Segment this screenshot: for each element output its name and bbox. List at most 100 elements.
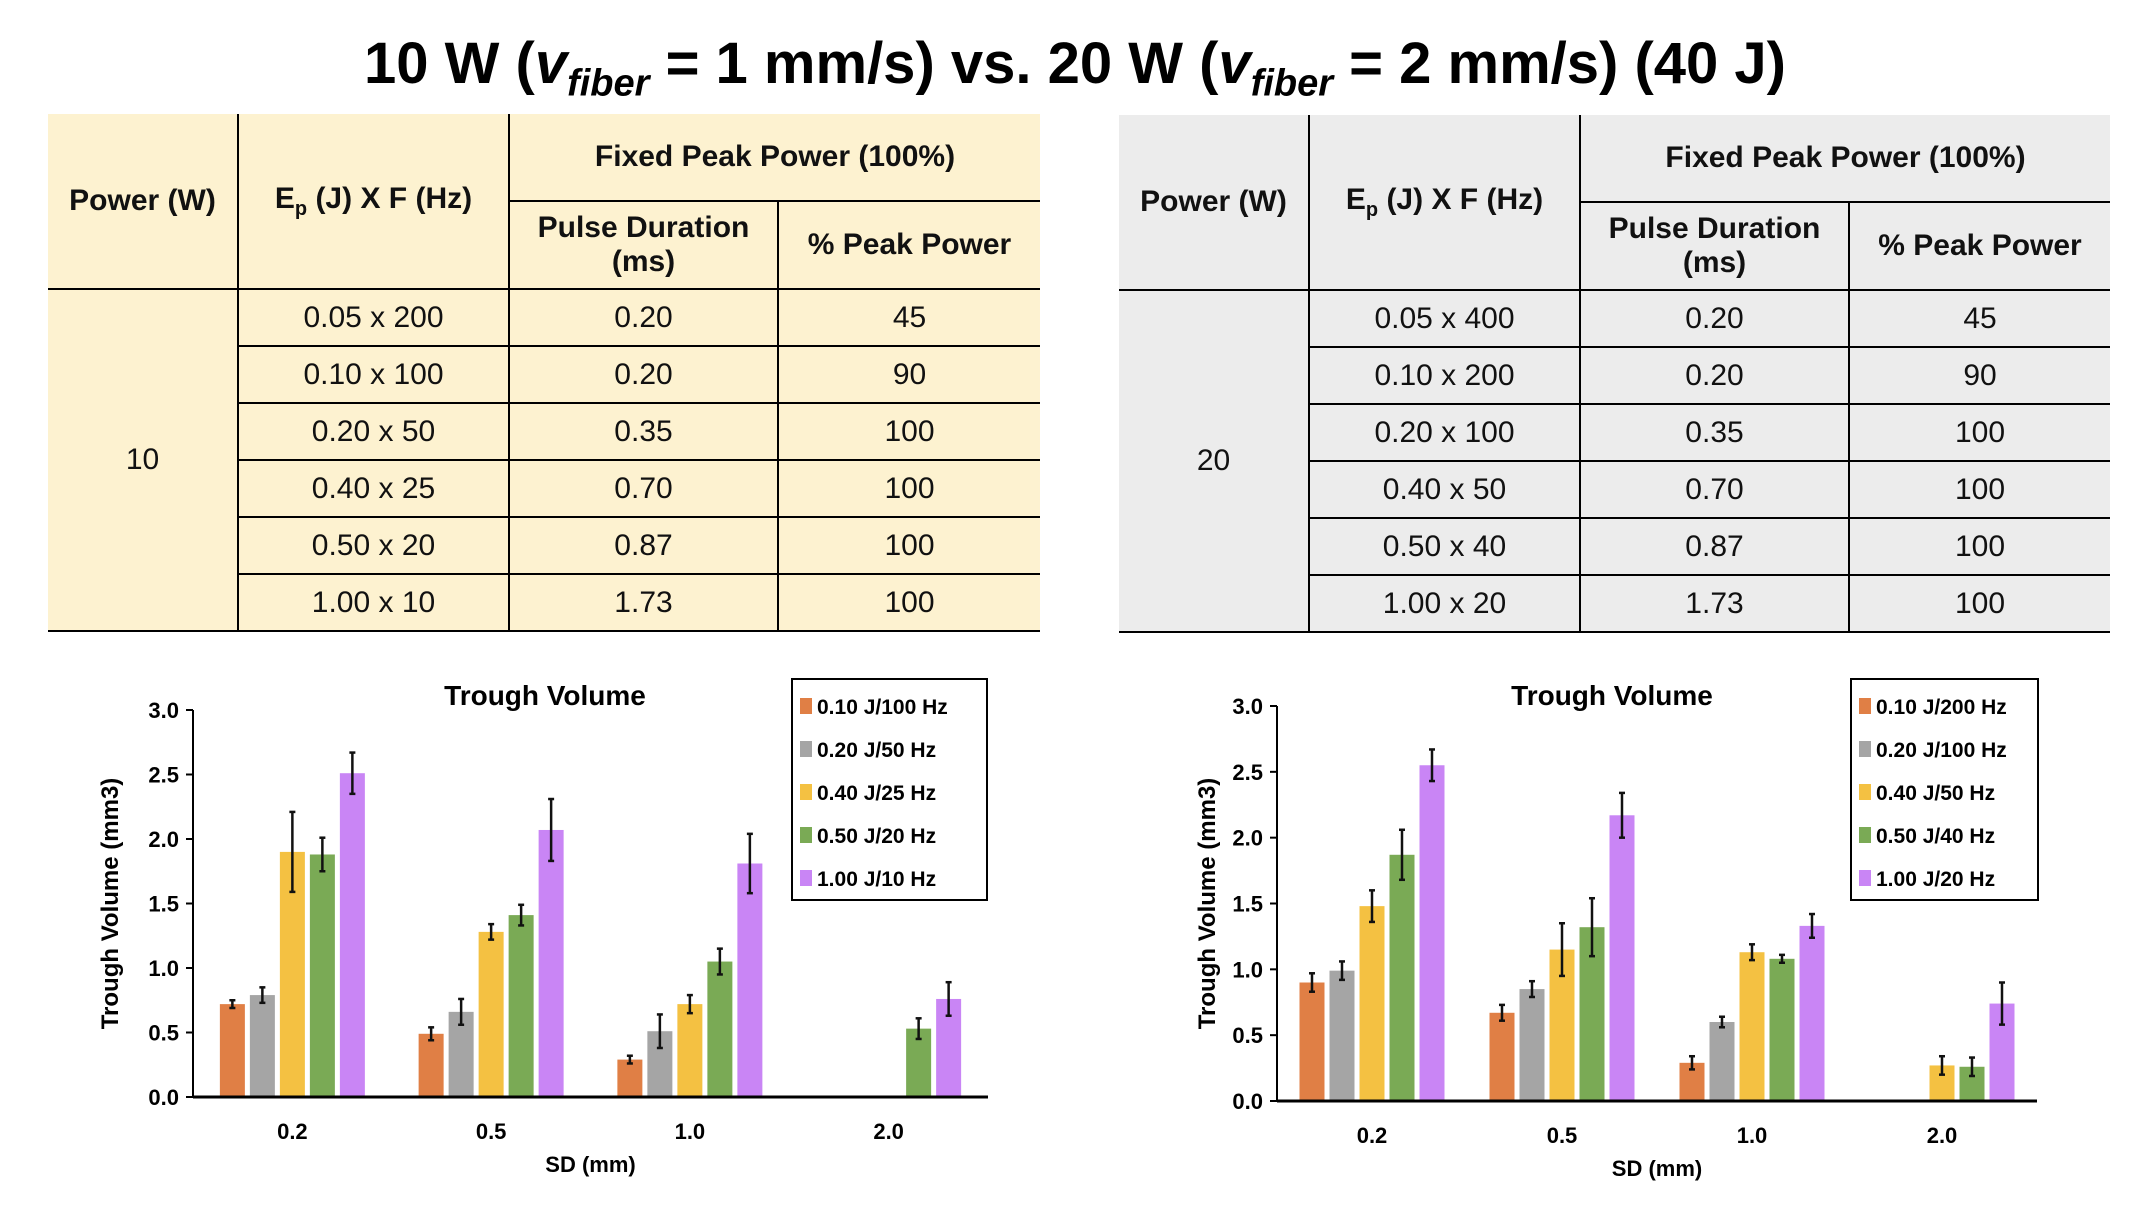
table-cell: 0.50 x 20 — [238, 517, 510, 575]
legend-label: 1.00 J/20 Hz — [1876, 868, 1995, 891]
y-axis-label: Trough Volume (mm3) — [97, 778, 124, 1030]
header-pulse-duration: Pulse Duration (ms) — [509, 201, 779, 290]
table-row: 10 0.05 x 200 0.20 45 — [48, 289, 1040, 632]
table-cell: 1.00 x 20 — [1309, 575, 1581, 633]
bar — [1769, 958, 1795, 1101]
bar — [538, 829, 564, 1097]
table-row: 20 0.05 x 400 0.20 45 — [1119, 290, 2110, 633]
legend-swatch — [1859, 870, 1871, 886]
table-cell: 0.20 — [509, 346, 779, 404]
y-tick-label: 1.5 — [1232, 892, 1263, 917]
bar — [1329, 970, 1355, 1101]
y-tick-label: 2.0 — [1232, 826, 1263, 851]
table-cell: 0.10 x 200 — [1309, 347, 1581, 405]
bar — [478, 931, 504, 1097]
table-cell: 45 — [778, 289, 1040, 347]
table-cell: 0.10 x 100 — [238, 346, 510, 404]
table-row: 0.20 x 50 0.35 100 — [48, 403, 1040, 461]
legend-swatch — [1859, 698, 1871, 714]
x-axis-label: SD (mm) — [1612, 1156, 1702, 1181]
legend-label: 0.40 J/50 Hz — [1876, 782, 1995, 805]
table-row: 1.00 x 20 1.73 100 — [1119, 575, 2110, 633]
parameter-table-20w: Power (W) Ep (J) X F (Hz) Fixed Peak Pow… — [1119, 115, 2110, 633]
bar — [249, 995, 275, 1097]
table-cell: 100 — [778, 574, 1040, 632]
table-cell: 0.40 x 25 — [238, 460, 510, 518]
x-tick-label: 0.5 — [476, 1119, 507, 1144]
bar — [418, 1033, 444, 1097]
bar — [737, 863, 763, 1097]
power-value: 20 — [1119, 290, 1310, 633]
table-cell: 0.40 x 50 — [1309, 461, 1581, 519]
legend-swatch — [800, 827, 812, 843]
table-row: 1.00 x 10 1.73 100 — [48, 574, 1040, 632]
table-cell: 0.20 — [1580, 290, 1850, 348]
table-cell: 0.05 x 400 — [1309, 290, 1581, 348]
y-tick-label: 0.0 — [1232, 1089, 1263, 1114]
y-axis-label: Trough Volume (mm3) — [1194, 778, 1221, 1030]
legend-swatch — [800, 870, 812, 886]
legend-label: 0.20 J/100 Hz — [1876, 739, 2007, 762]
table-row: 0.10 x 100 0.20 90 — [48, 346, 1040, 404]
table-row: 0.10 x 200 0.20 90 — [1119, 347, 2110, 405]
y-tick-label: 1.5 — [148, 892, 179, 917]
table-cell: 90 — [1849, 347, 2110, 405]
table-cell: 90 — [778, 346, 1040, 404]
y-tick-label: 1.0 — [148, 956, 179, 981]
header-peak-power: % Peak Power — [1849, 202, 2110, 291]
header-power: Power (W) — [1119, 115, 1310, 291]
bar — [309, 854, 335, 1097]
header-fixed-peak-power: Fixed Peak Power (100%) — [509, 114, 1040, 202]
chart-title: Trough Volume — [1511, 680, 1713, 711]
y-tick-label: 2.0 — [148, 827, 179, 852]
table-row: 0.40 x 50 0.70 100 — [1119, 461, 2110, 519]
table-cell: 0.87 — [1580, 518, 1850, 576]
bar — [1739, 952, 1765, 1101]
header-fixed-peak-power: Fixed Peak Power (100%) — [1580, 115, 2110, 203]
y-tick-label: 1.0 — [1232, 957, 1263, 982]
x-tick-label: 1.0 — [675, 1119, 706, 1144]
table-cell: 1.73 — [509, 574, 779, 632]
x-tick-label: 0.5 — [1547, 1123, 1578, 1148]
legend-label: 0.50 J/40 Hz — [1876, 825, 1995, 848]
bar — [508, 915, 534, 1097]
table-cell: 100 — [1849, 461, 2110, 519]
bar — [1419, 765, 1445, 1101]
legend-swatch — [1859, 784, 1871, 800]
bar — [617, 1059, 643, 1097]
header-pulse-duration: Pulse Duration (ms) — [1580, 202, 1850, 291]
x-tick-label: 2.0 — [1927, 1123, 1958, 1148]
table-cell: 100 — [778, 517, 1040, 575]
legend-swatch — [1859, 741, 1871, 757]
table-cell: 100 — [778, 460, 1040, 518]
legend-box — [1850, 678, 2039, 901]
legend-label: 1.00 J/10 Hz — [817, 868, 936, 891]
x-tick-label: 1.0 — [1737, 1123, 1768, 1148]
legend-label: 0.40 J/25 Hz — [817, 782, 936, 805]
legend-label: 0.20 J/50 Hz — [817, 739, 936, 762]
bar — [448, 1011, 474, 1097]
table-cell: 45 — [1849, 290, 2110, 348]
bar — [1299, 982, 1325, 1101]
x-axis-label: SD (mm) — [545, 1152, 635, 1177]
legend-label: 0.10 J/100 Hz — [817, 696, 948, 719]
header-energy-frequency: Ep (J) X F (Hz) — [238, 114, 510, 290]
header-energy-frequency: Ep (J) X F (Hz) — [1309, 115, 1581, 291]
slide-title: 10 W (vfiber = 1 mm/s) vs. 20 W (vfiber … — [364, 31, 1786, 105]
table-cell: 0.35 — [509, 403, 779, 461]
bar — [1519, 989, 1545, 1101]
header-power: Power (W) — [48, 114, 239, 290]
table-cell: 100 — [1849, 518, 2110, 576]
table-cell: 1.73 — [1580, 575, 1850, 633]
table-cell: 0.70 — [1580, 461, 1850, 519]
table-cell: 0.20 — [509, 289, 779, 347]
table-cell: 100 — [778, 403, 1040, 461]
legend-swatch — [800, 784, 812, 800]
table-row: 0.20 x 100 0.35 100 — [1119, 404, 2110, 462]
table-cell: 0.35 — [1580, 404, 1850, 462]
table-cell: 1.00 x 10 — [238, 574, 510, 632]
table-cell: 0.50 x 40 — [1309, 518, 1581, 576]
table-cell: 0.20 x 100 — [1309, 404, 1581, 462]
